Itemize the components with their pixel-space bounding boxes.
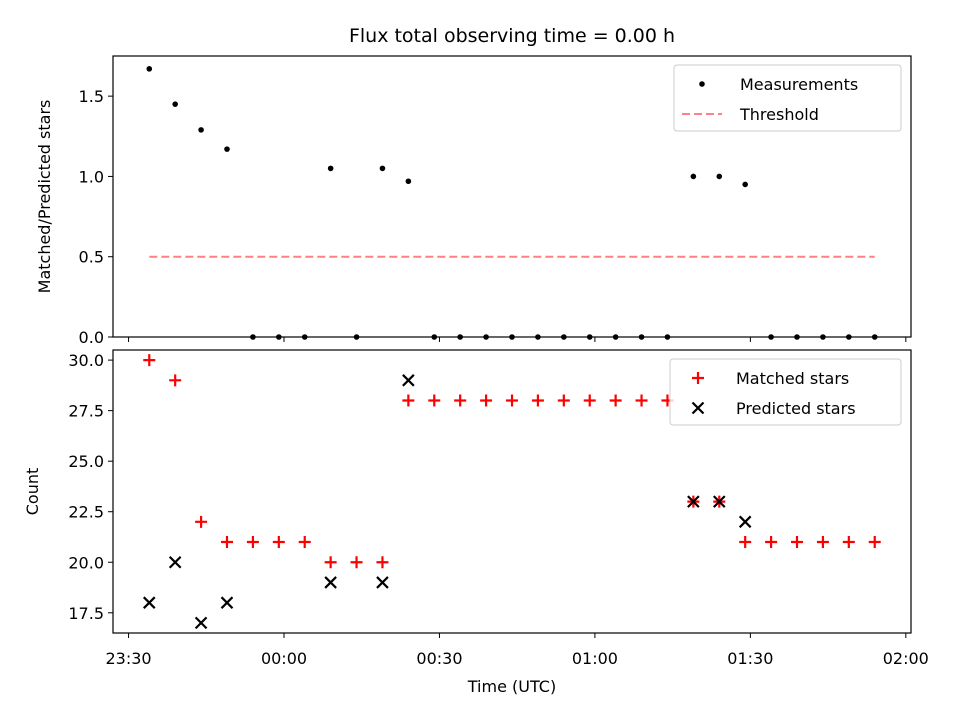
predicted-star-point [324, 576, 337, 589]
y-tick-label: 20.0 [68, 553, 104, 572]
legend-label: Predicted stars [736, 399, 856, 418]
measurement-point [198, 127, 204, 133]
measurement-point [716, 173, 723, 180]
measurement-point [405, 178, 412, 185]
y-axis-label: Matched/Predicted stars [35, 100, 54, 294]
matched-star-point [842, 536, 855, 549]
axes-frame [112, 55, 912, 338]
predicted-star-point [376, 576, 389, 589]
legend-box [669, 358, 902, 426]
x-axis-label: Time (UTC) [467, 677, 556, 696]
x-tick-label: 02:00 [883, 649, 929, 668]
matched-star-point [739, 536, 752, 549]
y-tick-label: 22.5 [68, 503, 104, 522]
measurement-point [379, 165, 386, 172]
measurement-point [742, 181, 748, 188]
matched-star-point [791, 536, 803, 549]
predicted-star-point [402, 374, 415, 387]
matched-star-point [557, 394, 570, 407]
legend-box [673, 64, 902, 132]
predicted-star-point [194, 616, 208, 630]
matched-star-point [195, 515, 208, 528]
matched-star-point [816, 536, 829, 549]
predicted-star-point [220, 596, 234, 609]
y-tick-label: 0.0 [79, 328, 104, 347]
legend-label: Threshold [739, 105, 819, 124]
matched-star-point [428, 394, 441, 407]
top-panel: 0.0 0.5 1.0 1.5 Matched/Predicted stars Measu… [35, 55, 912, 347]
predicted-star-point [142, 596, 156, 609]
y-tick-label: 27.5 [68, 402, 104, 421]
y-tick-label: 1.0 [79, 167, 104, 186]
predicted-star-point [738, 515, 752, 529]
legend-matched-marker [692, 372, 704, 384]
matched-star-point [246, 536, 259, 549]
predicted-star-point [712, 495, 726, 508]
matched-star-point [143, 354, 156, 367]
predicted-star-point [168, 555, 182, 569]
matched-star-point [324, 556, 337, 569]
legend: Measurements Threshold [673, 64, 902, 132]
matched-star-point [169, 374, 182, 387]
legend-label: Measurements [740, 75, 858, 94]
axes-frame [112, 349, 912, 634]
y-tick-label: 25.0 [68, 452, 104, 471]
x-tick-label: 00:30 [416, 649, 462, 668]
measurement-point [327, 165, 334, 172]
measurement-point [172, 101, 178, 107]
x-tick-label: 23:30 [105, 649, 151, 668]
matched-star-point [350, 556, 363, 569]
matched-star-point [531, 394, 544, 407]
matched-star-point [454, 394, 467, 407]
measurement-point [690, 173, 697, 180]
legend: Matched stars Predicted stars [669, 358, 902, 426]
matched-star-point [376, 556, 389, 569]
y-axis-label: Count [23, 468, 42, 516]
legend-predicted-marker [691, 401, 705, 415]
x-tick-label: 00:00 [261, 649, 307, 668]
y-tick-label: 1.5 [79, 87, 104, 106]
y-tick-label: 17.5 [68, 604, 104, 623]
matched-star-point [868, 536, 881, 549]
measurement-point [146, 66, 153, 72]
matched-star-point [298, 536, 311, 549]
x-tick-label: 01:30 [727, 649, 773, 668]
matched-star-point [221, 536, 233, 549]
bottom-panel: 23:30 00:00 00:30 01:00 01:30 02:00 17.5 20.0 22… [23, 349, 929, 696]
matched-star-point [272, 536, 285, 549]
matched-star-point [609, 394, 622, 407]
legend-measurement-marker [699, 81, 705, 87]
x-tick-label: 01:00 [572, 649, 618, 668]
measurement-point [224, 146, 230, 152]
predicted-star-point [687, 495, 700, 508]
matched-star-point [583, 394, 596, 407]
matched-star-point [635, 394, 648, 407]
matched-star-point [402, 394, 415, 407]
matched-star-point [480, 394, 493, 407]
y-tick-label: 30.0 [68, 351, 104, 370]
matched-star-point [765, 536, 778, 549]
matched-star-point [506, 394, 518, 407]
y-tick-label: 0.5 [79, 248, 104, 267]
chart-title: Flux total observing time = 0.00 h [349, 25, 675, 47]
legend-label: Matched stars [736, 369, 849, 388]
